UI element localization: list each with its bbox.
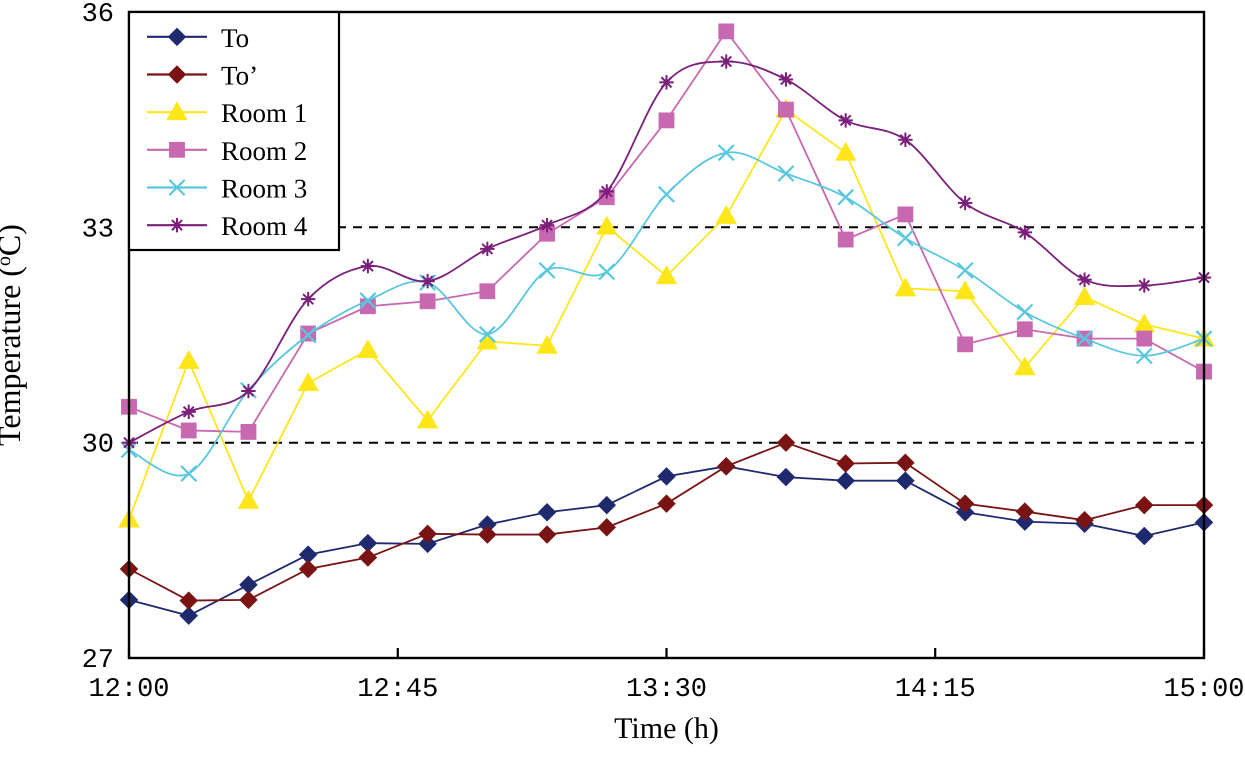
svg-text:33: 33 [82,215,114,245]
svg-text:12:45: 12:45 [357,675,438,705]
svg-text:27: 27 [82,646,114,676]
svg-text:13:30: 13:30 [626,675,707,705]
svg-text:36: 36 [82,0,114,30]
svg-text:12:00: 12:00 [88,675,169,705]
svg-text:Room 4: Room 4 [221,211,308,241]
svg-text:Time (h): Time (h) [614,712,719,745]
svg-text:To’: To’ [221,61,258,91]
svg-text:30: 30 [82,431,114,461]
svg-text:15:00: 15:00 [1163,675,1244,705]
svg-text:Room 1: Room 1 [221,98,307,128]
svg-text:Room 2: Room 2 [221,136,307,166]
svg-text:14:15: 14:15 [895,675,976,705]
svg-text:Room 3: Room 3 [221,174,307,204]
svg-text:To: To [221,23,249,53]
